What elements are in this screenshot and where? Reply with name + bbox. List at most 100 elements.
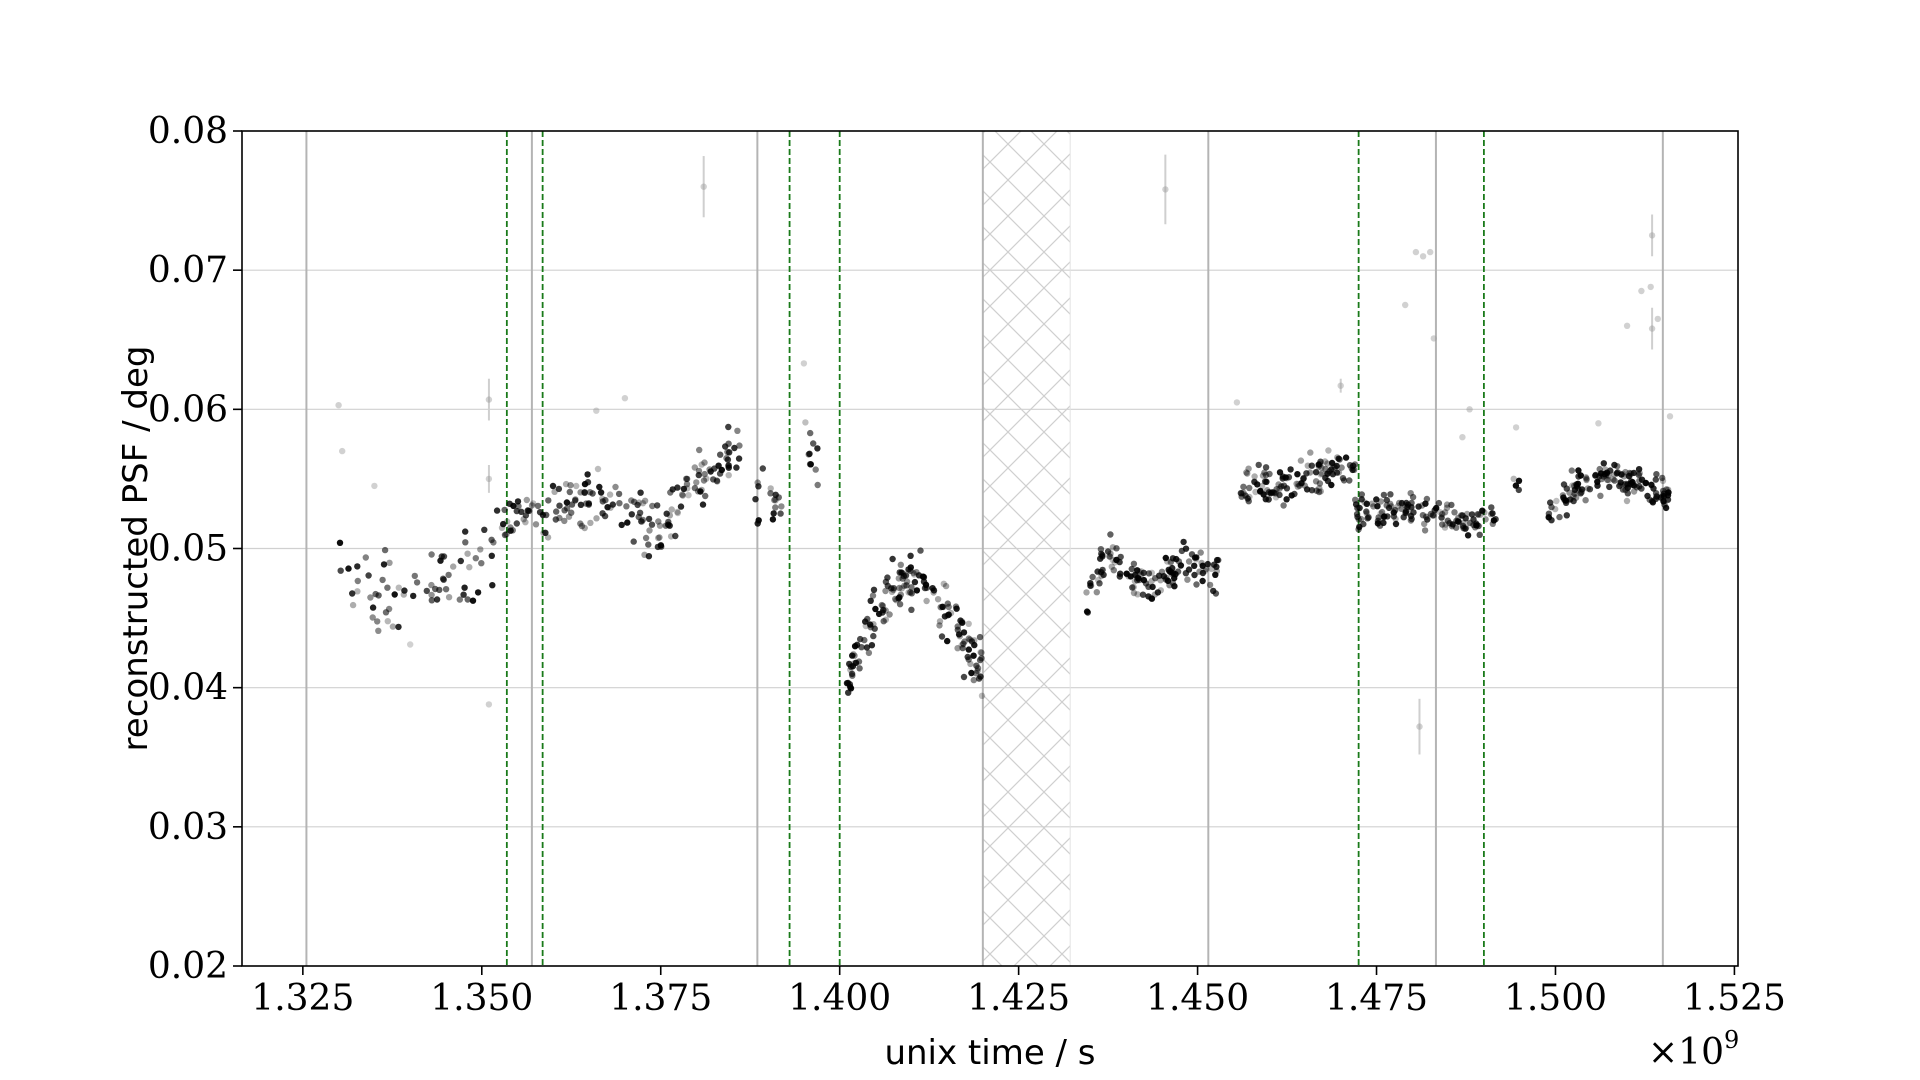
data-point [1148, 595, 1156, 602]
outlier-point [485, 475, 493, 483]
data-point [440, 576, 447, 583]
data-point [771, 496, 779, 503]
data-point [1515, 486, 1523, 494]
data-point [1175, 558, 1183, 565]
data-point [1468, 511, 1476, 518]
data-point [936, 622, 943, 629]
data-point [958, 618, 966, 625]
data-point [700, 477, 708, 484]
data-point [755, 483, 762, 490]
data-point [372, 590, 379, 598]
data-point [1193, 581, 1200, 588]
data-point [1606, 483, 1613, 491]
data-point [1481, 509, 1488, 516]
data-point [960, 629, 968, 636]
data-point [944, 637, 951, 645]
data-point [1582, 474, 1590, 481]
data-point [1627, 480, 1635, 487]
data-point [573, 482, 580, 490]
data-point [1149, 583, 1156, 591]
data-point [872, 605, 879, 613]
data-point [967, 636, 974, 643]
data-point [466, 564, 473, 571]
outlier-point [407, 641, 414, 648]
data-point [1213, 563, 1220, 570]
outlier-point [485, 396, 493, 403]
data-point [609, 501, 616, 508]
data-point [1280, 502, 1287, 509]
data-point [566, 488, 573, 496]
data-point [1385, 504, 1393, 512]
data-point [1338, 464, 1345, 471]
data-point [897, 561, 904, 568]
data-point [710, 476, 717, 483]
data-point [778, 503, 785, 510]
data-point [683, 475, 690, 482]
data-point [716, 470, 724, 477]
data-point [865, 649, 873, 657]
data-point [1658, 494, 1665, 501]
data-point [1312, 469, 1320, 476]
data-point [930, 587, 938, 594]
data-point [1489, 520, 1497, 527]
y-tick-label: 0.06 [148, 389, 228, 430]
outlier-point [1416, 723, 1423, 730]
data-point [631, 498, 638, 505]
data-point [1363, 510, 1370, 517]
data-point [460, 591, 467, 598]
outlier-point [1459, 434, 1466, 441]
data-point [646, 527, 653, 534]
data-point [1466, 519, 1474, 527]
data-point [674, 508, 681, 516]
data-point [1600, 460, 1608, 467]
data-point [701, 459, 708, 466]
data-point [769, 516, 777, 523]
data-point [722, 443, 729, 450]
data-point [1477, 511, 1484, 518]
data-point [1204, 560, 1212, 568]
data-point [967, 660, 974, 668]
data-point [890, 586, 897, 594]
data-point [1368, 500, 1376, 507]
outlier-point [485, 701, 493, 708]
data-point [1415, 503, 1422, 510]
data-point [1435, 499, 1443, 507]
data-point [1635, 466, 1643, 473]
x-offset-base: ×10 [1648, 1032, 1724, 1073]
data-point [1436, 509, 1444, 516]
data-point [1178, 547, 1186, 555]
outlier-point [1337, 382, 1344, 389]
data-point [1577, 472, 1585, 479]
data-point [501, 531, 509, 539]
data-point [654, 502, 661, 509]
data-point [663, 510, 670, 517]
data-point [880, 618, 887, 625]
data-point [1254, 481, 1261, 488]
data-point [1262, 471, 1270, 479]
data-point [585, 501, 592, 508]
data-point [1510, 475, 1517, 482]
data-point [810, 440, 817, 447]
data-point [691, 484, 699, 492]
data-point [956, 633, 963, 640]
data-point [1423, 495, 1431, 503]
data-point [1373, 496, 1380, 503]
data-point [1307, 449, 1314, 456]
data-point [775, 494, 782, 501]
data-point [477, 546, 484, 553]
data-point [905, 566, 912, 573]
data-point [395, 584, 402, 591]
data-point [1659, 487, 1667, 495]
data-point [1459, 522, 1467, 529]
data-point [1403, 499, 1410, 507]
data-point [1322, 465, 1329, 473]
data-point [1125, 573, 1132, 580]
outlier-point [700, 183, 707, 190]
data-point [1245, 498, 1252, 505]
data-point [725, 464, 732, 471]
data-point [1653, 471, 1660, 478]
data-point [349, 601, 357, 609]
data-point [1130, 583, 1137, 591]
data-point [1246, 484, 1253, 492]
data-point [1441, 524, 1449, 531]
